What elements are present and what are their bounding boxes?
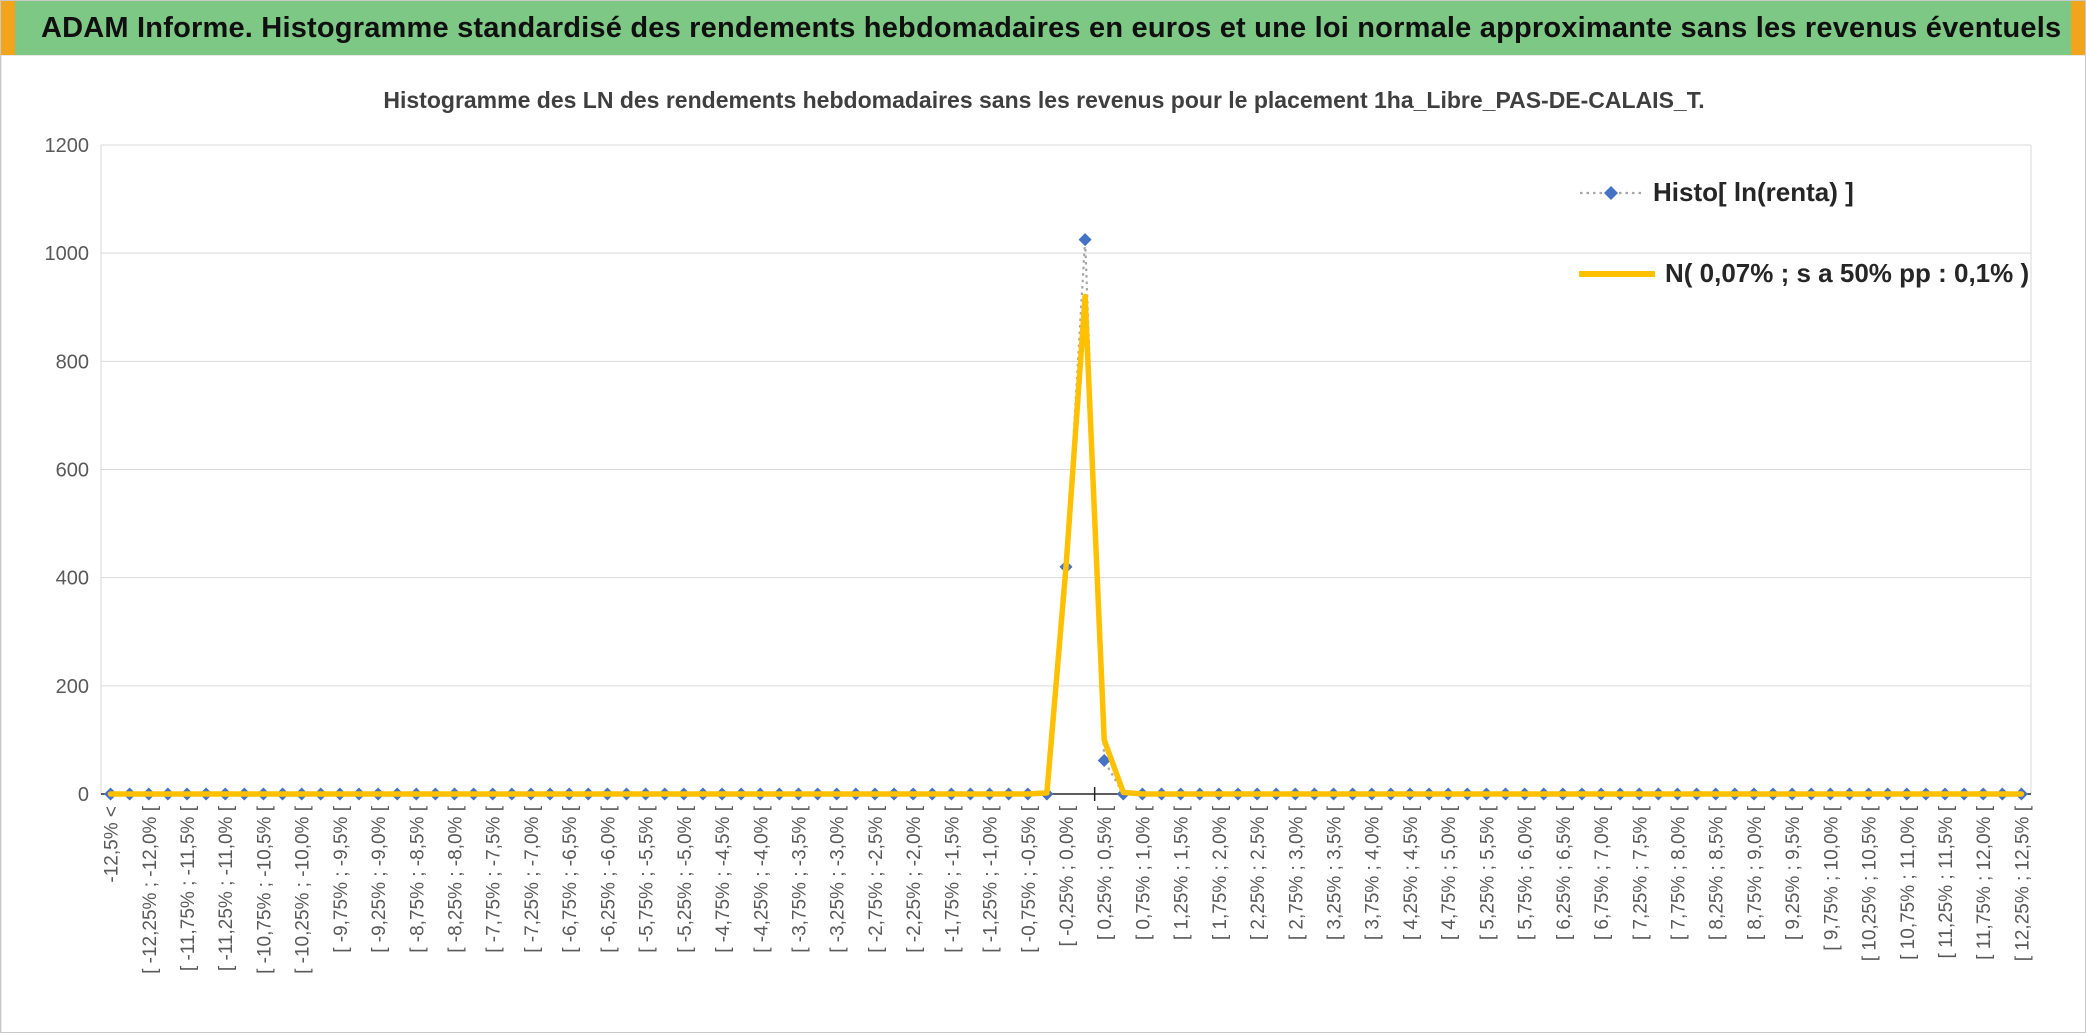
legend-marker-histo-diamond-icon: [1580, 185, 1642, 200]
svg-text:[ -11,75% ; -11,5% [: [ -11,75% ; -11,5% [: [178, 805, 199, 971]
svg-text:[ -5,75% ; -5,5% [: [ -5,75% ; -5,5% [: [637, 805, 658, 953]
svg-text:[ 0,75% ; 1,0% [: [ 0,75% ; 1,0% [: [1133, 805, 1154, 940]
svg-text:[ 5,75% ; 6,0% [: [ 5,75% ; 6,0% [: [1516, 805, 1537, 940]
svg-text:[ 7,75% ; 8,0% [: [ 7,75% ; 8,0% [: [1668, 805, 1689, 940]
y-axis-labels: 0 200 400 600 800 1000 1200: [45, 135, 90, 806]
chart-legend: Histo[ ln(renta) ] N( 0,07% ; s a 50% pp…: [1579, 177, 2029, 289]
svg-text:[ 1,75% ; 2,0% [: [ 1,75% ; 2,0% [: [1210, 805, 1231, 940]
svg-text:[ -12,25% ; -12,0% [: [ -12,25% ; -12,0% [: [140, 805, 161, 974]
svg-text:[ -6,75% ; -6,5% [: [ -6,75% ; -6,5% [: [560, 805, 581, 953]
svg-text:[ 1,25% ; 1,5% [: [ 1,25% ; 1,5% [: [1172, 805, 1193, 940]
title-banner-row: ADAM Informe. Histogramme standardisé de…: [1, 1, 2085, 55]
svg-text:400: 400: [56, 568, 89, 590]
svg-text:[ 8,25% ; 8,5% [: [ 8,25% ; 8,5% [: [1707, 805, 1728, 940]
svg-text:[ -6,25% ; -6,0% [: [ -6,25% ; -6,0% [: [598, 805, 619, 953]
svg-text:[ 0,25% ; 0,5% [: [ 0,25% ; 0,5% [: [1095, 805, 1116, 940]
legend-label-normal: N( 0,07% ; s a 50% pp : 0,1% ): [1665, 258, 2030, 288]
svg-text:[ 5,25% ; 5,5% [: [ 5,25% ; 5,5% [: [1477, 805, 1498, 940]
svg-text:[ 7,25% ; 7,5% [: [ 7,25% ; 7,5% [: [1630, 805, 1651, 940]
legend-item-histo[interactable]: Histo[ ln(renta) ]: [1579, 177, 2029, 208]
svg-text:[ -7,75% ; -7,5% [: [ -7,75% ; -7,5% [: [484, 805, 505, 953]
series-histo: [104, 233, 2028, 801]
report-title-banner: ADAM Informe. Histogramme standardisé de…: [15, 1, 2071, 55]
svg-text:[ -9,75% ; -9,5% [: [ -9,75% ; -9,5% [: [331, 805, 352, 953]
svg-text:[ -1,75% ; -1,5% [: [ -1,75% ; -1,5% [: [942, 805, 963, 953]
svg-text:[ 4,75% ; 5,0% [: [ 4,75% ; 5,0% [: [1439, 805, 1460, 940]
svg-text:[ 6,25% ; 6,5% [: [ 6,25% ; 6,5% [: [1554, 805, 1575, 940]
svg-text:[ -3,25% ; -3,0% [: [ -3,25% ; -3,0% [: [828, 805, 849, 953]
svg-text:[ -10,25% ; -10,0% [: [ -10,25% ; -10,0% [: [293, 805, 314, 974]
svg-text:1000: 1000: [45, 243, 90, 265]
svg-text:[ 2,75% ; 3,0% [: [ 2,75% ; 3,0% [: [1286, 805, 1307, 940]
svg-text:[ 3,75% ; 4,0% [: [ 3,75% ; 4,0% [: [1363, 805, 1384, 940]
svg-text:600: 600: [56, 460, 89, 482]
right-orange-accent: [2071, 1, 2085, 55]
x-axis-labels: -12,5% < [ -12,25% ; -12,0% [ [ -11,75% ; …: [102, 805, 2034, 974]
svg-text:[ -5,25% ; -5,0% [: [ -5,25% ; -5,0% [: [675, 805, 696, 953]
svg-text:200: 200: [56, 676, 89, 698]
svg-text:[ -2,25% ; -2,0% [: [ -2,25% ; -2,0% [: [904, 805, 925, 953]
svg-text:[ -2,75% ; -2,5% [: [ -2,75% ; -2,5% [: [866, 805, 887, 953]
svg-text:[ -0,75% ; -0,5% [: [ -0,75% ; -0,5% [: [1019, 805, 1040, 953]
legend-label-histo: Histo[ ln(renta) ]: [1653, 177, 1854, 207]
svg-text:[ 9,75% ; 10,0% [: [ 9,75% ; 10,0% [: [1821, 805, 1842, 950]
legend-marker-normal-line-icon: [1579, 270, 1655, 277]
svg-text:[ 9,25% ; 9,5% [: [ 9,25% ; 9,5% [: [1783, 805, 1804, 940]
svg-text:[ 10,25% ; 10,5% [: [ 10,25% ; 10,5% [: [1860, 805, 1881, 961]
svg-text:1200: 1200: [45, 135, 90, 157]
svg-text:[ 8,75% ; 9,0% [: [ 8,75% ; 9,0% [: [1745, 805, 1766, 940]
svg-text:[ -8,75% ; -8,5% [: [ -8,75% ; -8,5% [: [407, 805, 428, 953]
svg-text:[ -11,25% ; -11,0% [: [ -11,25% ; -11,0% [: [216, 805, 237, 971]
svg-text:[ -7,25% ; -7,0% [: [ -7,25% ; -7,0% [: [522, 805, 543, 953]
svg-text:[ -8,25% ; -8,0% [: [ -8,25% ; -8,0% [: [446, 805, 467, 953]
svg-text:[ 6,75% ; 7,0% [: [ 6,75% ; 7,0% [: [1592, 805, 1613, 940]
svg-text:0: 0: [78, 784, 89, 806]
svg-text:[ -10,75% ; -10,5% [: [ -10,75% ; -10,5% [: [254, 805, 275, 974]
series-normal: [107, 293, 2025, 797]
svg-text:[ 11,75% ; 12,0% [: [ 11,75% ; 12,0% [: [1974, 805, 1995, 960]
svg-text:[ 11,25% ; 11,5% [: [ 11,25% ; 11,5% [: [1936, 805, 1957, 958]
svg-text:-12,5% <: -12,5% <: [102, 806, 123, 883]
svg-text:[ -4,75% ; -4,5% [: [ -4,75% ; -4,5% [: [713, 805, 734, 953]
chart-canvas[interactable]: 0 200 400 600 800 1000 1200 -12,5% < [ -12,25% ;…: [1, 55, 2086, 1033]
svg-text:[ 12,25% ; 12,5% [: [ 12,25% ; 12,5% [: [2012, 805, 2033, 961]
svg-text:[ -4,25% ; -4,0% [: [ -4,25% ; -4,0% [: [751, 805, 772, 953]
svg-text:[ -9,25% ; -9,0% [: [ -9,25% ; -9,0% [: [369, 805, 390, 953]
svg-text:[ 2,25% ; 2,5% [: [ 2,25% ; 2,5% [: [1248, 805, 1269, 940]
left-orange-accent: [1, 1, 15, 55]
chart-title: Histogramme des LN des rendements hebdom…: [383, 87, 1705, 113]
svg-text:[ 10,75% ; 11,0% [: [ 10,75% ; 11,0% [: [1898, 805, 1919, 960]
svg-text:[ -1,25% ; -1,0% [: [ -1,25% ; -1,0% [: [981, 805, 1002, 953]
chart-panel: Histogramme des LN des rendements hebdom…: [1, 55, 2086, 1033]
report-title: ADAM Informe. Histogramme standardisé de…: [41, 11, 2062, 44]
svg-text:[ 3,25% ; 3,5% [: [ 3,25% ; 3,5% [: [1325, 805, 1346, 940]
svg-text:[ -3,75% ; -3,5% [: [ -3,75% ; -3,5% [: [789, 805, 810, 953]
legend-item-normal[interactable]: N( 0,07% ; s a 50% pp : 0,1% ): [1579, 258, 2029, 289]
svg-text:[ -0,25% ; 0,0% [: [ -0,25% ; 0,0% [: [1057, 805, 1078, 946]
svg-text:800: 800: [56, 351, 89, 373]
svg-text:[ 4,25% ; 4,5% [: [ 4,25% ; 4,5% [: [1401, 805, 1422, 940]
